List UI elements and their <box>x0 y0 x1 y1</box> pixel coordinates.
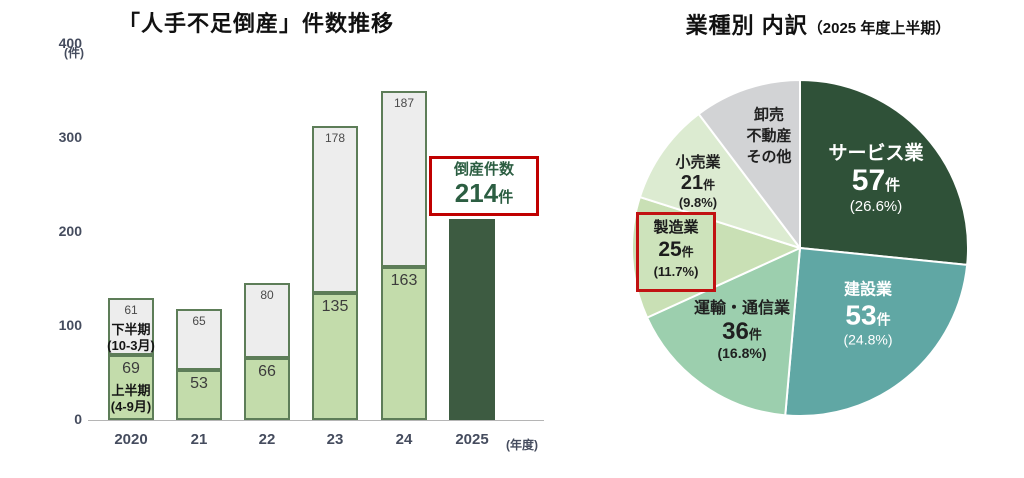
bar-23-first-half: 135 <box>312 293 358 420</box>
pie-slice-サービス業 <box>799 79 969 266</box>
pie-title-sub: （2025 年度上半期） <box>807 20 951 37</box>
bar-23-second-half: 178 <box>312 125 358 294</box>
bar-value-second-half: 187 <box>393 96 415 110</box>
bar-2020-first-half: 69 上半期 (4-9月) <box>108 355 154 420</box>
x-axis-tick: 2025 <box>455 431 489 448</box>
bankruptcy-count-callout: 倒産件数 214件 <box>429 156 539 216</box>
pie-label-manufacturing-highlight-box: 製造業 25件 (11.7%) <box>636 212 716 292</box>
bar-value-first-half: 53 <box>190 375 208 393</box>
bar-2025-total <box>449 218 495 420</box>
series-label-second-half: 下半期 <box>111 321 151 337</box>
pie-chart-title: 業種別 内訳（2025 年度上半期） <box>648 8 988 40</box>
pie-slice-運輸・通信業 <box>646 247 801 417</box>
bar-value-second-half: 65 <box>192 314 206 329</box>
x-axis-unit-label: (年度) <box>506 438 538 452</box>
bar-22-second-half: 80 <box>244 282 290 358</box>
bar-value-first-half: 66 <box>258 362 276 380</box>
y-axis-tick: 300 <box>58 129 82 145</box>
series-period-first-half: (4-9月) <box>110 399 152 415</box>
x-axis-tick: 2020 <box>114 431 148 448</box>
pie-slice-卸売-不動産-その他 <box>697 79 801 249</box>
bar-24-first-half: 163 <box>381 266 427 420</box>
bar-chart-title: 「人手不足倒産」件数推移 <box>118 11 395 36</box>
bar-value-second-half: 61 <box>124 302 138 317</box>
pie-title-main: 業種別 内訳 <box>685 13 808 38</box>
x-axis-line <box>88 420 544 421</box>
pie-slice-小売業 <box>638 112 801 249</box>
bar-value-second-half: 178 <box>324 130 346 145</box>
x-axis-tick: 24 <box>395 431 413 448</box>
x-axis-tick: 23 <box>326 431 344 448</box>
bar-value-first-half: 163 <box>390 271 418 289</box>
bar-value-first-half: 69 <box>122 360 140 378</box>
y-axis-tick: 100 <box>58 317 82 333</box>
bar-value-second-half: 80 <box>260 287 274 302</box>
bar-24-second-half: 187 <box>381 91 427 267</box>
y-axis-tick: 200 <box>58 223 82 239</box>
bar-21-second-half: 65 <box>176 309 222 371</box>
y-axis-tick: 0 <box>74 411 82 427</box>
bar-value-first-half: 135 <box>321 298 349 316</box>
bar-2020-second-half: 61 下半期 (10-3月) <box>107 297 155 356</box>
bar-21-first-half: 53 <box>176 370 222 420</box>
callout-value: 214件 <box>454 178 514 208</box>
x-axis-tick: 21 <box>190 431 208 448</box>
y-axis-unit-label: (件) <box>64 46 84 60</box>
y-axis-tick: 400 <box>58 35 82 51</box>
pie-slice-建設業 <box>784 247 969 417</box>
bar-22-first-half: 66 <box>244 357 290 420</box>
series-label-first-half: 上半期 <box>111 383 151 399</box>
x-axis-tick: 22 <box>258 431 276 448</box>
callout-label: 倒産件数 <box>453 161 514 178</box>
series-period-second-half: (10-3月) <box>107 337 155 353</box>
